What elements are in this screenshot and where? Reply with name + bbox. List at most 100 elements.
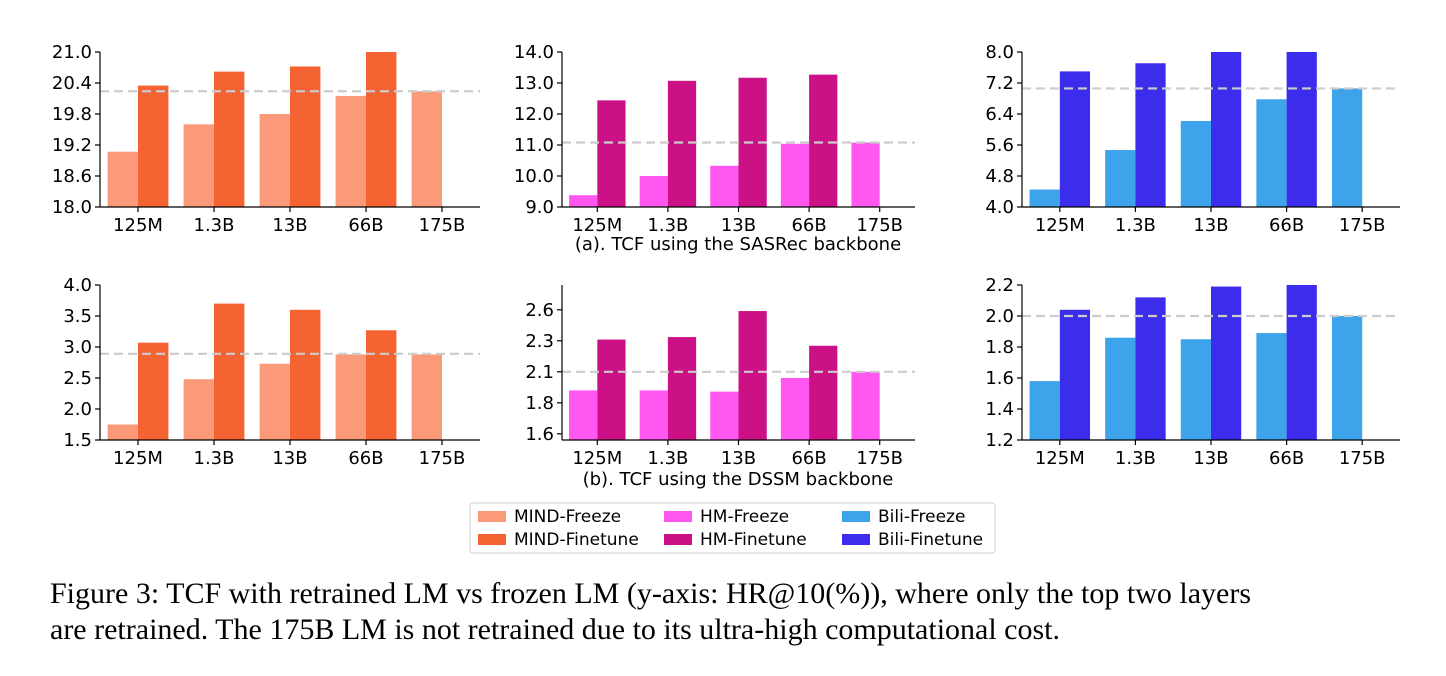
- y-tick-label: 4.0: [63, 275, 92, 296]
- bar-mind-finetune-66b: [366, 52, 397, 207]
- legend-swatch-hm-finetune: [664, 534, 692, 545]
- bar-mind-freeze-125m: [107, 424, 138, 440]
- legend: MIND-Freeze MIND-Finetune HM-Freeze HM-Fine…: [469, 502, 996, 554]
- bar-bili-finetune-66b: [1286, 52, 1317, 207]
- bar-bili-freeze-175b: [1331, 316, 1363, 440]
- bar-bili-finetune-125m: [1059, 309, 1091, 440]
- bar-mind-freeze-125m: [107, 151, 138, 207]
- caption-line-2: are retrained. The 175B LM is not retrai…: [50, 613, 1061, 646]
- x-tick-label: 13B: [1193, 215, 1228, 236]
- x-tick-label: 175B: [419, 215, 466, 236]
- bar-mind-freeze-1.3b: [183, 379, 214, 440]
- bar-bili-finetune-1.3b: [1135, 297, 1166, 440]
- y-tick-label: 2.5: [63, 368, 92, 389]
- y-tick-label: 2.0: [985, 306, 1014, 327]
- y-tick-label: 19.2: [52, 135, 92, 156]
- bar-bili-finetune-1.3b: [1135, 63, 1166, 207]
- bar-hm-finetune-13b: [738, 311, 767, 440]
- y-tick-label: 7.2: [985, 73, 1014, 94]
- bar-hm-freeze-125m: [569, 195, 598, 207]
- x-tick-label: 175B: [856, 448, 903, 469]
- x-tick-label: 175B: [419, 448, 466, 469]
- y-tick-label: 2.1: [525, 362, 554, 383]
- bar-bili-freeze-1.3b: [1105, 337, 1136, 440]
- x-tick-label: 125M: [113, 448, 163, 469]
- y-tick-label: 19.8: [52, 104, 92, 125]
- x-tick-label: 66B: [1269, 448, 1304, 469]
- legend-swatch-hm-freeze: [664, 511, 692, 522]
- bar-mind-finetune-66b: [366, 330, 397, 440]
- bar-mind-freeze-66b: [335, 354, 366, 440]
- y-tick-label: 1.8: [525, 393, 554, 414]
- bar-bili-freeze-175b: [1331, 88, 1363, 207]
- bar-mind-freeze-1.3b: [183, 124, 214, 207]
- bar-hm-finetune-125m: [597, 339, 626, 440]
- bar-mind-finetune-125m: [138, 342, 169, 440]
- chart-panels: 18.0 18.6 19.2 19.8 20.4 21.0 125M 1.3B 13B 66B 17…: [52, 42, 1400, 469]
- x-tick-label: 13B: [721, 448, 756, 469]
- chart-panel-3: 4.0 4.8 5.6 6.4 7.2 8.0 125M 1.3B 13B 66B 175B: [985, 42, 1400, 236]
- bar-hm-freeze-66b: [780, 143, 810, 207]
- figure-caption: Figure 3: TCF with retrained LM vs froze…: [50, 576, 1420, 648]
- bar-bili-freeze-66b: [1256, 333, 1287, 440]
- x-tick-label: 125M: [1035, 215, 1085, 236]
- bar-bili-finetune-66b: [1286, 285, 1317, 440]
- legend-swatch-bili-freeze: [842, 511, 870, 522]
- bar-bili-freeze-125m: [1029, 381, 1060, 440]
- legend-swatch-mind-freeze: [478, 511, 506, 522]
- x-tick-label: 175B: [856, 215, 903, 236]
- x-tick-label: 13B: [1193, 448, 1228, 469]
- bar-hm-finetune-66b: [809, 345, 838, 440]
- bar-bili-freeze-13b: [1180, 339, 1211, 440]
- legend-label-bili-freeze: Bili-Freeze: [878, 507, 965, 527]
- y-tick-label: 13.0: [514, 73, 554, 94]
- bar-hm-freeze-175b: [851, 371, 880, 440]
- y-tick-label: 1.6: [985, 368, 1014, 389]
- x-tick-label: 175B: [1339, 448, 1386, 469]
- bar-hm-freeze-125m: [569, 390, 598, 440]
- x-tick-label: 175B: [1339, 215, 1386, 236]
- y-tick-label: 2.3: [525, 331, 554, 352]
- y-tick-label: 6.4: [985, 104, 1014, 125]
- bar-mind-freeze-175b: [411, 354, 442, 440]
- bar-hm-freeze-13b: [710, 391, 739, 440]
- bar-mind-finetune-13b: [290, 309, 321, 440]
- x-tick-label: 1.3B: [1115, 215, 1156, 236]
- bar-mind-finetune-1.3b: [214, 303, 245, 440]
- bar-mind-freeze-13b: [259, 363, 290, 440]
- bar-bili-finetune-13b: [1211, 52, 1242, 207]
- y-tick-label: 2.0: [63, 399, 92, 420]
- x-tick-label: 125M: [113, 215, 163, 236]
- bar-bili-freeze-66b: [1256, 99, 1287, 207]
- x-tick-label: 66B: [791, 215, 826, 236]
- y-tick-label: 8.0: [985, 42, 1014, 63]
- bar-mind-finetune-1.3b: [214, 71, 245, 207]
- figure-canvas: 18.0 18.6 19.2 19.8 20.4 21.0 125M 1.3B 13B 66B 17…: [52, 42, 1400, 554]
- legend-swatch-mind-finetune: [478, 534, 506, 545]
- legend-label-mind-finetune: MIND-Finetune: [514, 530, 639, 550]
- legend-swatch-bili-finetune: [842, 534, 870, 545]
- legend-label-bili-finetune: Bili-Finetune: [878, 530, 983, 550]
- x-tick-label: 13B: [272, 215, 307, 236]
- y-tick-label: 2.6: [525, 300, 554, 321]
- bar-hm-finetune-1.3b: [667, 80, 697, 207]
- caption-line-1: Figure 3: TCF with retrained LM vs froze…: [50, 577, 1251, 610]
- bar-mind-finetune-13b: [290, 66, 321, 207]
- y-tick-label: 1.2: [985, 430, 1014, 451]
- x-tick-label: 1.3B: [647, 215, 688, 236]
- bar-mind-freeze-175b: [411, 91, 442, 207]
- y-tick-label: 9.0: [525, 197, 554, 218]
- bar-hm-finetune-66b: [809, 74, 838, 207]
- chart-panel-1: 18.0 18.6 19.2 19.8 20.4 21.0 125M 1.3B 13B 66B 17…: [52, 42, 480, 236]
- chart-panel-4: 1.5 2.0 2.5 3.0 3.5 4.0 125M 1.3B 13B 66B 175B: [63, 275, 480, 469]
- bar-hm-finetune-1.3b: [667, 337, 697, 440]
- y-tick-label: 4.0: [985, 197, 1014, 218]
- chart-panel-5: 1.6 1.8 2.1 2.3 2.6 125M 1.3B 13B 66B 175B: [525, 285, 915, 469]
- x-tick-label: 125M: [572, 215, 622, 236]
- y-tick-label: 1.8: [985, 337, 1014, 358]
- bar-mind-freeze-13b: [259, 114, 290, 207]
- y-tick-label: 18.0: [52, 197, 92, 218]
- bar-hm-freeze-66b: [780, 378, 810, 440]
- y-tick-label: 20.4: [52, 73, 92, 94]
- y-tick-label: 2.2: [985, 275, 1014, 296]
